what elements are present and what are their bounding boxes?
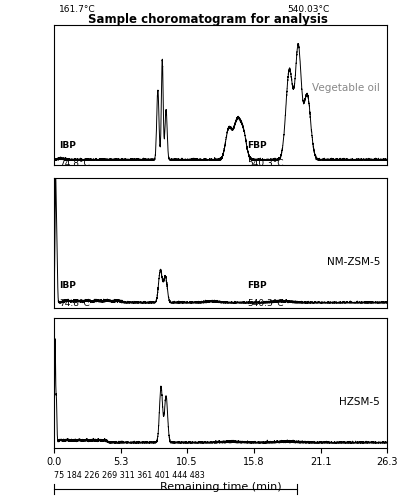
Text: 540.3°C: 540.3°C	[247, 300, 284, 308]
Text: 74.8°C: 74.8°C	[59, 160, 90, 168]
Text: 74.8°C: 74.8°C	[59, 300, 90, 308]
Text: Sample choromatogram for analysis: Sample choromatogram for analysis	[88, 12, 328, 26]
Text: FBP: FBP	[247, 281, 267, 290]
Text: 540.03°C: 540.03°C	[287, 6, 329, 15]
Text: IBP: IBP	[59, 281, 76, 290]
Text: 75 |184 226 269 311|361 401 483 444: 75 |184 226 269 311|361 401 483 444	[54, 190, 208, 199]
Text: 161.7°C: 161.7°C	[59, 6, 96, 15]
Text: NM-ZSM-5: NM-ZSM-5	[327, 257, 380, 267]
Text: 75 184 226 269 311 361 401 444 483: 75 184 226 269 311 361 401 444 483	[54, 471, 205, 480]
Text: 540.3°C: 540.3°C	[247, 160, 284, 168]
Text: FBP: FBP	[247, 141, 267, 150]
Text: 184 226 269 311 361 401 444 483: 184 226 269 311 361 401 444 483	[67, 331, 206, 340]
Text: HZSM-5: HZSM-5	[339, 397, 380, 407]
Text: Remaining time (min): Remaining time (min)	[160, 482, 281, 492]
Text: Vegetable oil: Vegetable oil	[312, 83, 380, 93]
Text: IBP: IBP	[59, 141, 76, 150]
